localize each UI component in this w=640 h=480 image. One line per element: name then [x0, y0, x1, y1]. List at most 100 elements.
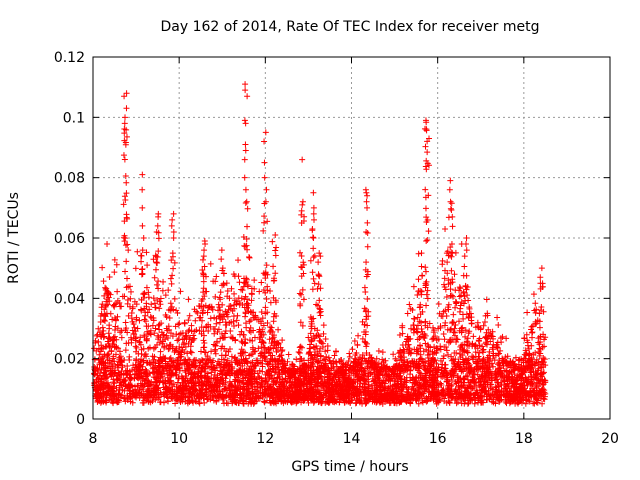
data-point	[241, 360, 248, 367]
data-point	[486, 391, 493, 398]
data-point	[414, 395, 421, 402]
data-point	[424, 365, 431, 372]
data-point	[460, 300, 467, 307]
data-point	[246, 253, 253, 260]
data-point	[430, 329, 437, 336]
data-point	[140, 359, 147, 366]
data-point	[247, 375, 254, 382]
data-point	[271, 338, 278, 345]
data-point	[219, 388, 226, 395]
data-point	[452, 332, 459, 339]
data-point	[360, 376, 367, 383]
data-point	[435, 390, 442, 397]
data-point	[435, 364, 442, 371]
data-point	[353, 385, 360, 392]
data-point	[212, 278, 219, 285]
data-point	[160, 367, 167, 374]
data-point	[151, 374, 158, 381]
data-point	[362, 400, 369, 407]
data-point	[309, 392, 316, 399]
data-point	[182, 333, 189, 340]
data-point	[132, 337, 139, 344]
data-point	[104, 291, 111, 298]
data-point	[230, 387, 237, 394]
data-point	[307, 385, 314, 392]
data-point	[169, 333, 176, 340]
data-point	[206, 364, 213, 371]
data-point	[319, 340, 326, 347]
data-point	[352, 370, 359, 377]
data-point	[124, 367, 131, 374]
data-point	[361, 355, 368, 362]
data-point	[208, 304, 215, 311]
data-point	[145, 294, 152, 301]
data-point	[242, 374, 249, 381]
data-point	[440, 389, 447, 396]
data-point	[541, 377, 548, 384]
data-point	[442, 367, 449, 374]
data-point	[462, 327, 469, 334]
data-point	[258, 339, 265, 346]
data-point	[279, 337, 286, 344]
data-point	[365, 362, 372, 369]
data-point	[198, 303, 205, 310]
data-point	[111, 269, 118, 276]
data-point	[300, 375, 307, 382]
data-point	[443, 372, 450, 379]
data-point	[400, 359, 407, 366]
data-point	[362, 381, 369, 388]
data-point	[435, 381, 442, 388]
data-point	[282, 375, 289, 382]
data-point	[305, 399, 312, 406]
data-point	[102, 397, 109, 404]
data-point	[492, 400, 499, 407]
data-point	[259, 349, 266, 356]
data-point	[475, 382, 482, 389]
data-point	[168, 358, 175, 365]
data-point	[465, 330, 472, 337]
data-point	[348, 369, 355, 376]
data-point	[103, 285, 110, 292]
data-point	[198, 330, 205, 337]
data-point	[475, 366, 482, 373]
data-point	[252, 362, 259, 369]
data-point	[176, 367, 183, 374]
data-point	[126, 387, 133, 394]
data-point	[425, 343, 432, 350]
data-point	[259, 368, 266, 375]
data-point	[153, 281, 160, 288]
data-point	[117, 329, 124, 336]
data-point	[199, 266, 206, 273]
data-point	[258, 279, 265, 286]
data-point	[463, 348, 470, 355]
data-point	[491, 391, 498, 398]
data-point	[369, 358, 376, 365]
data-point	[160, 332, 167, 339]
data-point	[392, 355, 399, 362]
data-point	[466, 304, 473, 311]
data-point	[506, 400, 513, 407]
data-point	[189, 368, 196, 375]
data-point	[295, 348, 302, 355]
data-point	[461, 400, 468, 407]
data-point	[121, 387, 128, 394]
data-point	[209, 392, 216, 399]
data-point	[119, 362, 126, 369]
data-point	[147, 327, 154, 334]
data-point	[267, 399, 274, 406]
data-point	[477, 326, 484, 333]
data-point	[182, 369, 189, 375]
data-point	[407, 367, 414, 374]
data-point	[525, 352, 532, 359]
data-point	[104, 373, 111, 380]
data-point	[156, 394, 163, 401]
data-point	[448, 241, 455, 248]
data-point	[211, 371, 218, 378]
data-point	[121, 293, 128, 300]
data-point	[249, 359, 256, 366]
data-point	[100, 380, 107, 387]
data-point	[399, 381, 406, 388]
data-point	[460, 348, 467, 355]
data-point	[100, 317, 107, 324]
data-point	[204, 377, 211, 384]
